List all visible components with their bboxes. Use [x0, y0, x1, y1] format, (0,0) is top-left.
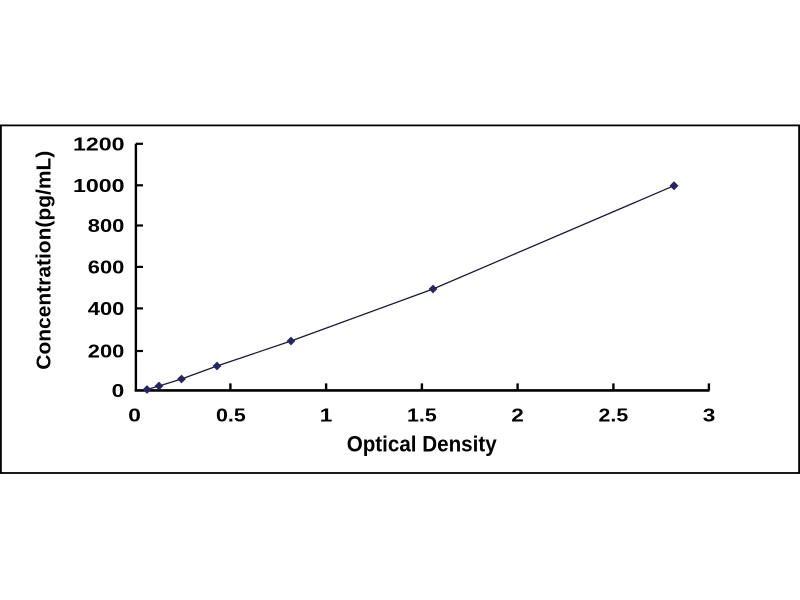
svg-text:1.5: 1.5: [407, 406, 437, 426]
svg-text:0.5: 0.5: [216, 406, 246, 426]
svg-text:Optical Density: Optical Density: [347, 431, 498, 456]
svg-text:0: 0: [128, 406, 141, 426]
svg-text:2: 2: [511, 406, 524, 426]
svg-text:600: 600: [88, 257, 125, 277]
svg-text:200: 200: [88, 342, 125, 362]
svg-text:1000: 1000: [73, 176, 125, 196]
svg-text:800: 800: [88, 216, 125, 236]
svg-text:2.5: 2.5: [599, 406, 629, 426]
svg-text:400: 400: [88, 299, 125, 319]
svg-text:Concentration(pg/mL): Concentration(pg/mL): [34, 151, 56, 370]
svg-text:1: 1: [320, 406, 333, 426]
svg-text:1200: 1200: [73, 134, 125, 154]
svg-text:0: 0: [112, 381, 125, 401]
svg-text:3: 3: [703, 406, 716, 426]
